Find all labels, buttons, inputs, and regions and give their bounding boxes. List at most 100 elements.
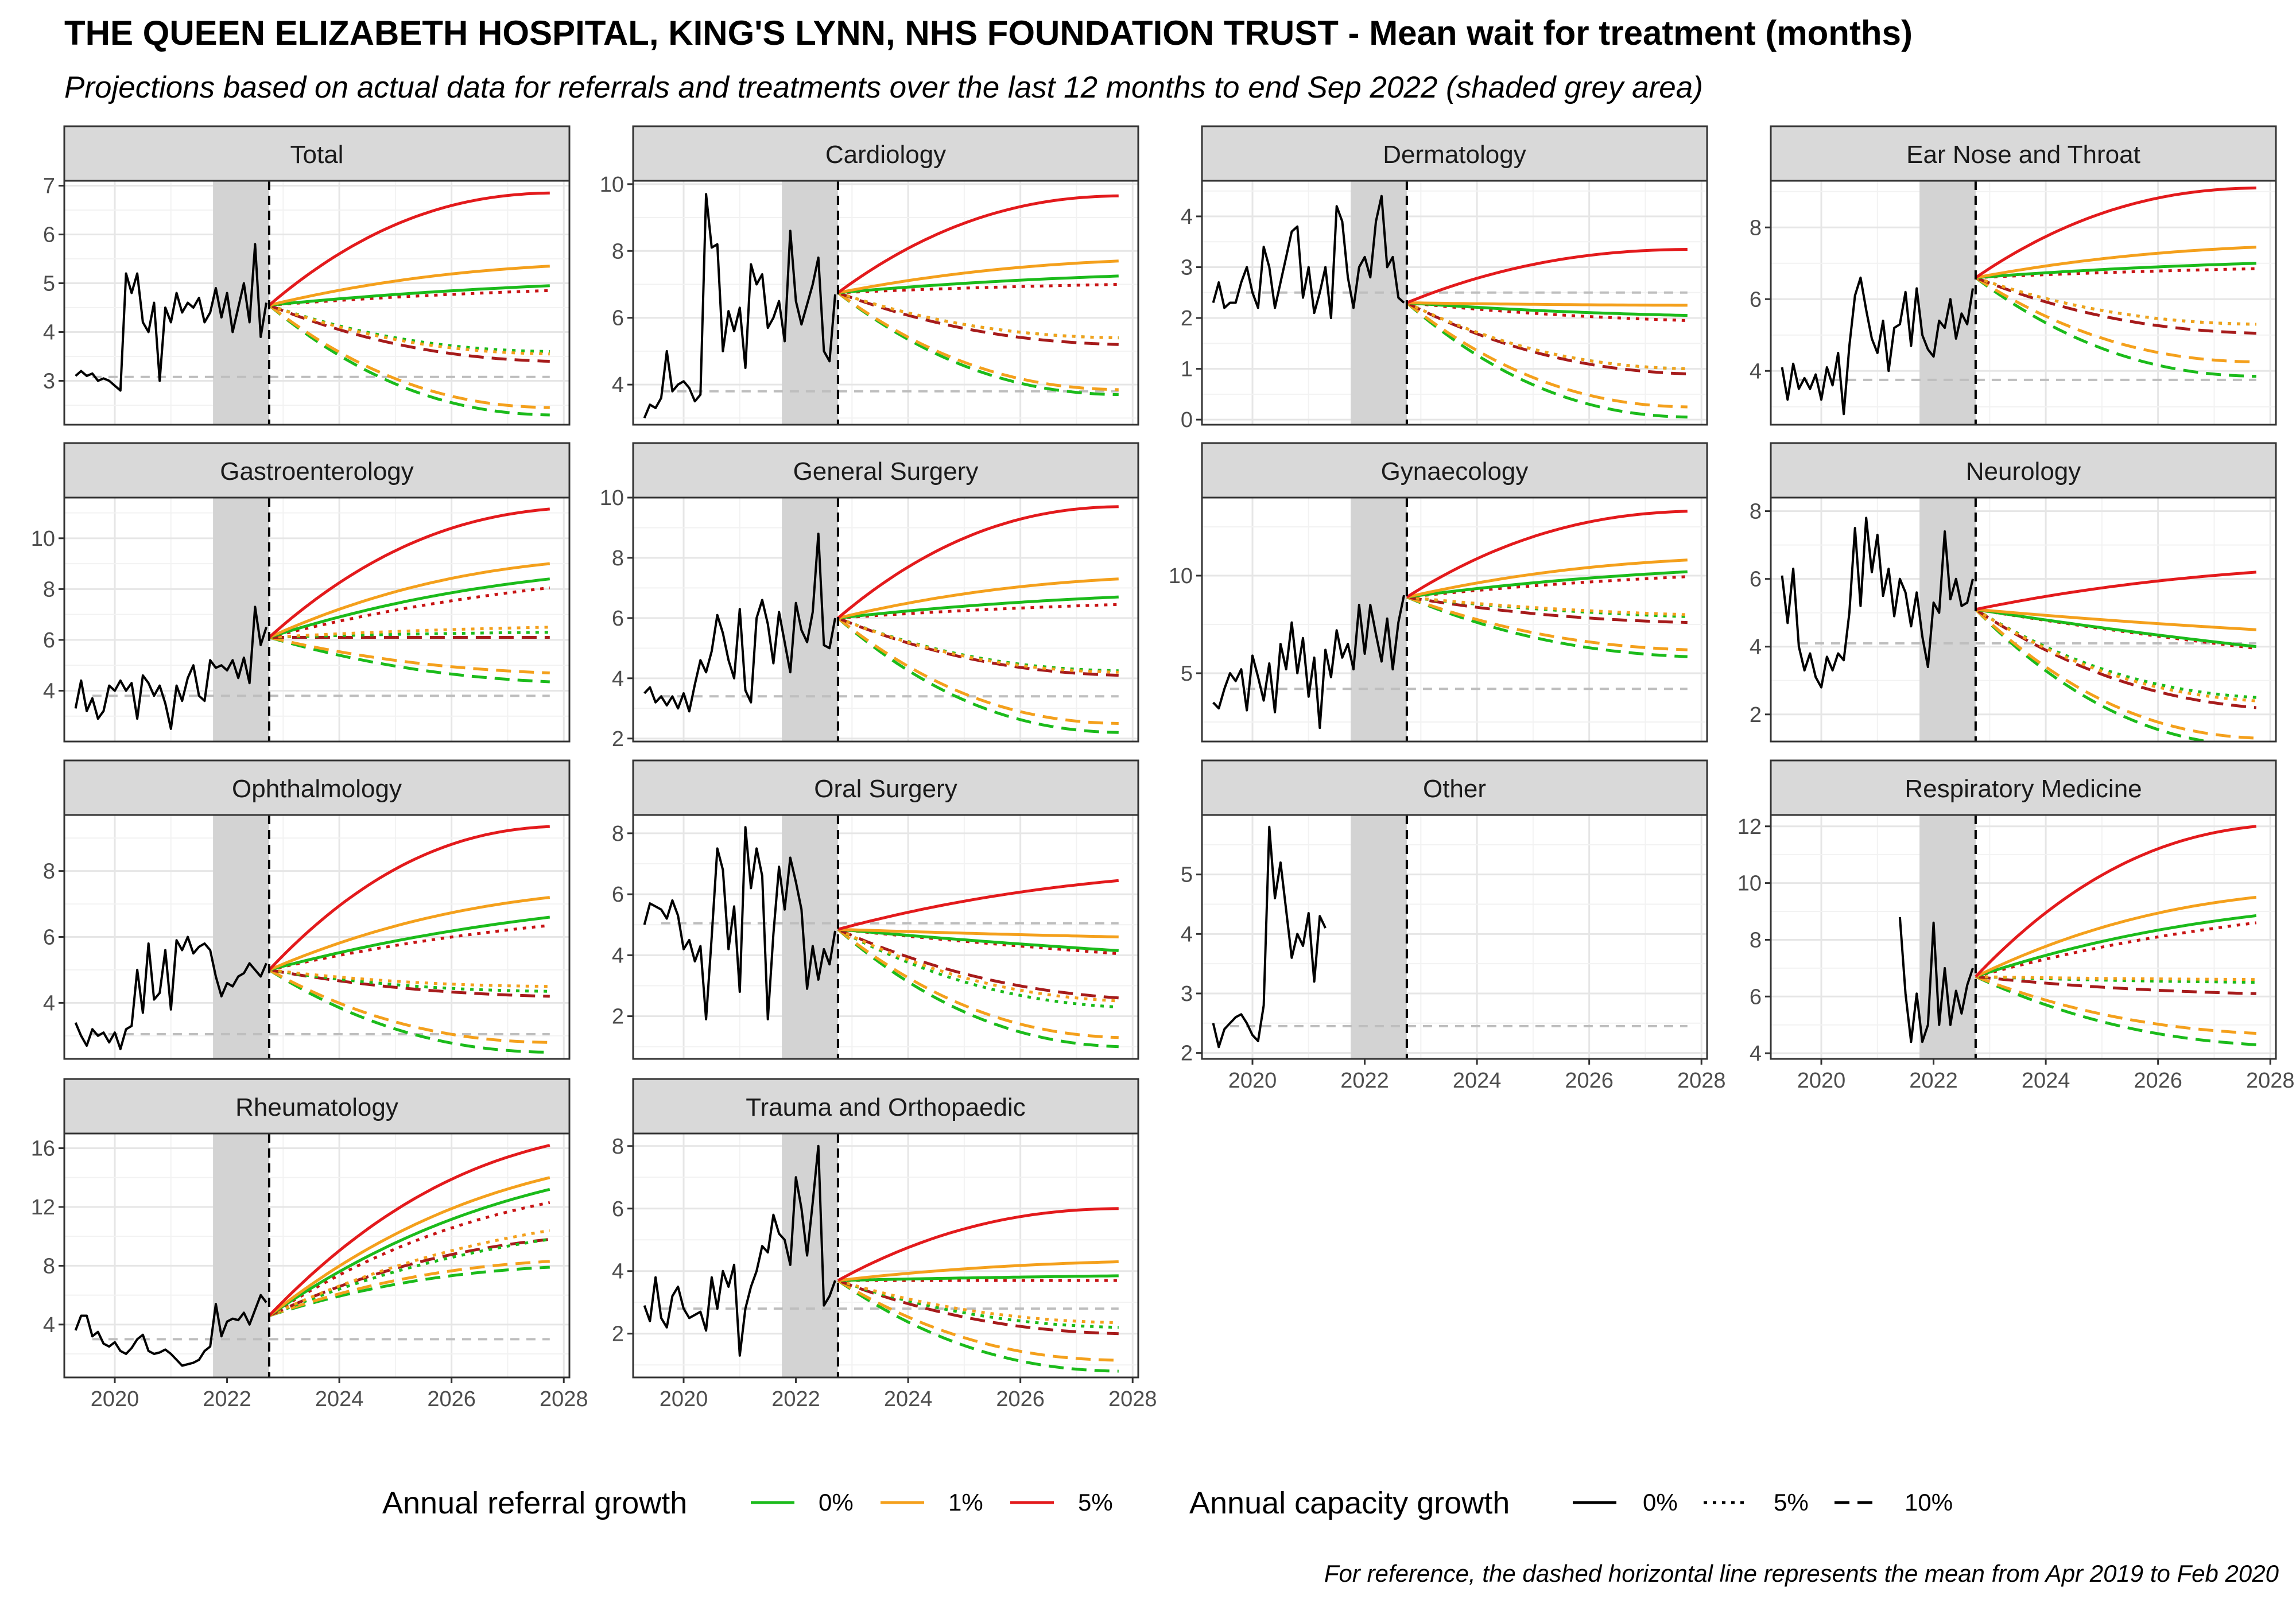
actual-wait-line (74, 936, 267, 1050)
plot-area (64, 1134, 569, 1377)
projection-line-ref5-cap-dashed (837, 1279, 1119, 1336)
panel-strip-label: Rheumatology (235, 1093, 398, 1121)
x-tick-label: 2024 (315, 1387, 364, 1411)
x-tick-label: 2020 (91, 1387, 139, 1411)
actual-wait-line (1212, 595, 1405, 729)
legend-label-capacity-0: 0% (1643, 1489, 1678, 1516)
panel-border (63, 496, 571, 743)
projection-line-ref1-cap-dotted (1406, 595, 1688, 616)
shaded-period (782, 181, 838, 425)
x-tick-label: 2026 (2134, 1069, 2182, 1093)
projection-line-ref5-cap-dotted (268, 1201, 550, 1317)
y-tick-label: 4 (612, 944, 624, 968)
projection-line-ref1-cap-dashed (1406, 301, 1688, 409)
panel-rheumatology: Rheumatology 4 8 12 16 2020 2022 2024 2026 2028 (31, 1078, 588, 1411)
actual-wait-line (1212, 825, 1327, 1049)
y-tick-label: 10 (600, 173, 624, 197)
projection-line-ref1-cap-dashed (837, 616, 1119, 725)
actual-wait-line (1212, 195, 1405, 320)
shaded-period (1919, 498, 1976, 742)
projection-line-ref1-cap-dashed (268, 304, 550, 409)
y-tick-label: 2 (1181, 1042, 1193, 1066)
y-tick-label: 10 (600, 486, 624, 510)
x-tick-label: 2024 (2022, 1069, 2070, 1093)
plot-content (633, 1134, 1138, 1377)
chart-title: THE QUEEN ELIZABETH HOSPITAL, KING'S LYN… (64, 14, 1913, 52)
plot-content (64, 815, 569, 1059)
panel-border (1770, 814, 2277, 1060)
projection-line-ref1-cap-solid (1975, 246, 2256, 280)
y-tick-label: 10 (1737, 872, 1762, 896)
panel-strip-label: Gynaecology (1381, 457, 1529, 486)
projection-line-ref0-cap-solid (268, 1187, 550, 1317)
actual-wait-line (643, 193, 836, 419)
y-tick-label: 2 (612, 1322, 624, 1346)
projection-line-ref0-cap-dashed (269, 636, 550, 684)
panel-border (632, 1132, 1139, 1379)
legend-label-capacity-10: 10% (1905, 1489, 1953, 1516)
y-tick-label: 10 (1169, 564, 1193, 588)
projection-line-ref0-cap-dotted (269, 968, 550, 993)
projection-line-ref5-cap-solid (837, 879, 1119, 931)
projection-line-ref0-cap-solid (1406, 301, 1688, 317)
chart-caption: For reference, the dashed horizontal lin… (1324, 1560, 2279, 1587)
projection-line-ref0-cap-solid (1975, 262, 2256, 280)
plot-content (1771, 498, 2276, 742)
x-tick-label: 2026 (427, 1387, 476, 1411)
y-tick-label: 6 (612, 883, 624, 907)
y-tick-label: 2 (1750, 703, 1762, 727)
projection-line-ref1-cap-dotted (269, 304, 550, 356)
panel-strip-label: Ophthalmology (232, 775, 402, 803)
panel-trauma-and-orthopaedic: Trauma and Orthopaedic 2 4 6 8 2020 2022 2024 20… (612, 1078, 1157, 1411)
projection-line-ref0-cap-dashed (1406, 596, 1688, 658)
projection-line-ref1-cap-dashed (269, 1260, 550, 1317)
facet-panels: Total34567Cardiology46810Dermatology0123… (31, 125, 2294, 1411)
projection-line-ref1-cap-dotted (1975, 975, 2256, 981)
projection-line-ref5-cap-solid (837, 1207, 1119, 1282)
projection-line-ref5-cap-dashed (837, 291, 1119, 346)
projection-line-ref1-cap-dashed (837, 291, 1119, 391)
projection-line-ref0-cap-solid (269, 284, 550, 307)
panel-border (632, 496, 1139, 743)
panel-strip-label: Trauma and Orthopaedic (746, 1093, 1026, 1121)
shaded-period (782, 498, 838, 742)
plot-area (1202, 498, 1707, 742)
projection-line-ref1-cap-solid (837, 1260, 1119, 1282)
panel-strip (1770, 125, 2277, 182)
panel-other: Other 2 3 4 5 2020 2022 2024 2026 2028 (1181, 759, 1725, 1093)
shaded-period (213, 498, 269, 742)
panel-border (1201, 496, 1708, 743)
y-tick-label: 8 (612, 546, 624, 570)
y-tick-label: 4 (43, 1313, 55, 1337)
projection-line-ref5-cap-dashed (268, 304, 550, 363)
x-tick-label: 2022 (203, 1387, 251, 1411)
projection-line-ref5-cap-solid (268, 507, 550, 639)
projection-line-ref1-cap-dotted (1406, 301, 1688, 371)
panel-strip (1201, 759, 1708, 816)
projection-line-ref5-cap-dashed (1975, 608, 2257, 709)
actual-wait-line (643, 826, 836, 1020)
plot-area (1771, 815, 2276, 1059)
projection-line-ref5-cap-dotted (837, 283, 1119, 294)
projection-line-ref0-cap-solid (269, 915, 550, 972)
y-tick-label: 5 (1181, 662, 1193, 686)
projection-line-ref5-cap-dashed (837, 927, 1119, 1000)
panel-border (63, 180, 571, 426)
projection-line-ref1-cap-dotted (837, 927, 1119, 1003)
panel-strip (1770, 759, 2277, 816)
y-tick-label: 4 (1181, 205, 1193, 229)
y-tick-label: 8 (612, 822, 624, 846)
projection-line-ref5-cap-solid (1975, 187, 2256, 279)
panel-strip (632, 759, 1139, 816)
x-tick-label: 2022 (1340, 1069, 1389, 1093)
plot-area (1771, 498, 2276, 742)
projection-line-ref5-cap-solid (1406, 510, 1688, 599)
panel-strip-label: Total (290, 141, 344, 169)
y-tick-label: 5 (1181, 863, 1193, 887)
panel-general-surgery: General Surgery 2 4 6 8 10 (600, 442, 1139, 751)
panel-ophthalmology: Ophthalmology 4 6 8 (43, 759, 571, 1060)
x-tick-label: 2022 (1909, 1069, 1958, 1093)
x-tick-label: 2022 (771, 1387, 820, 1411)
x-tick-label: 2026 (1565, 1069, 1614, 1093)
shaded-period (1351, 181, 1407, 425)
